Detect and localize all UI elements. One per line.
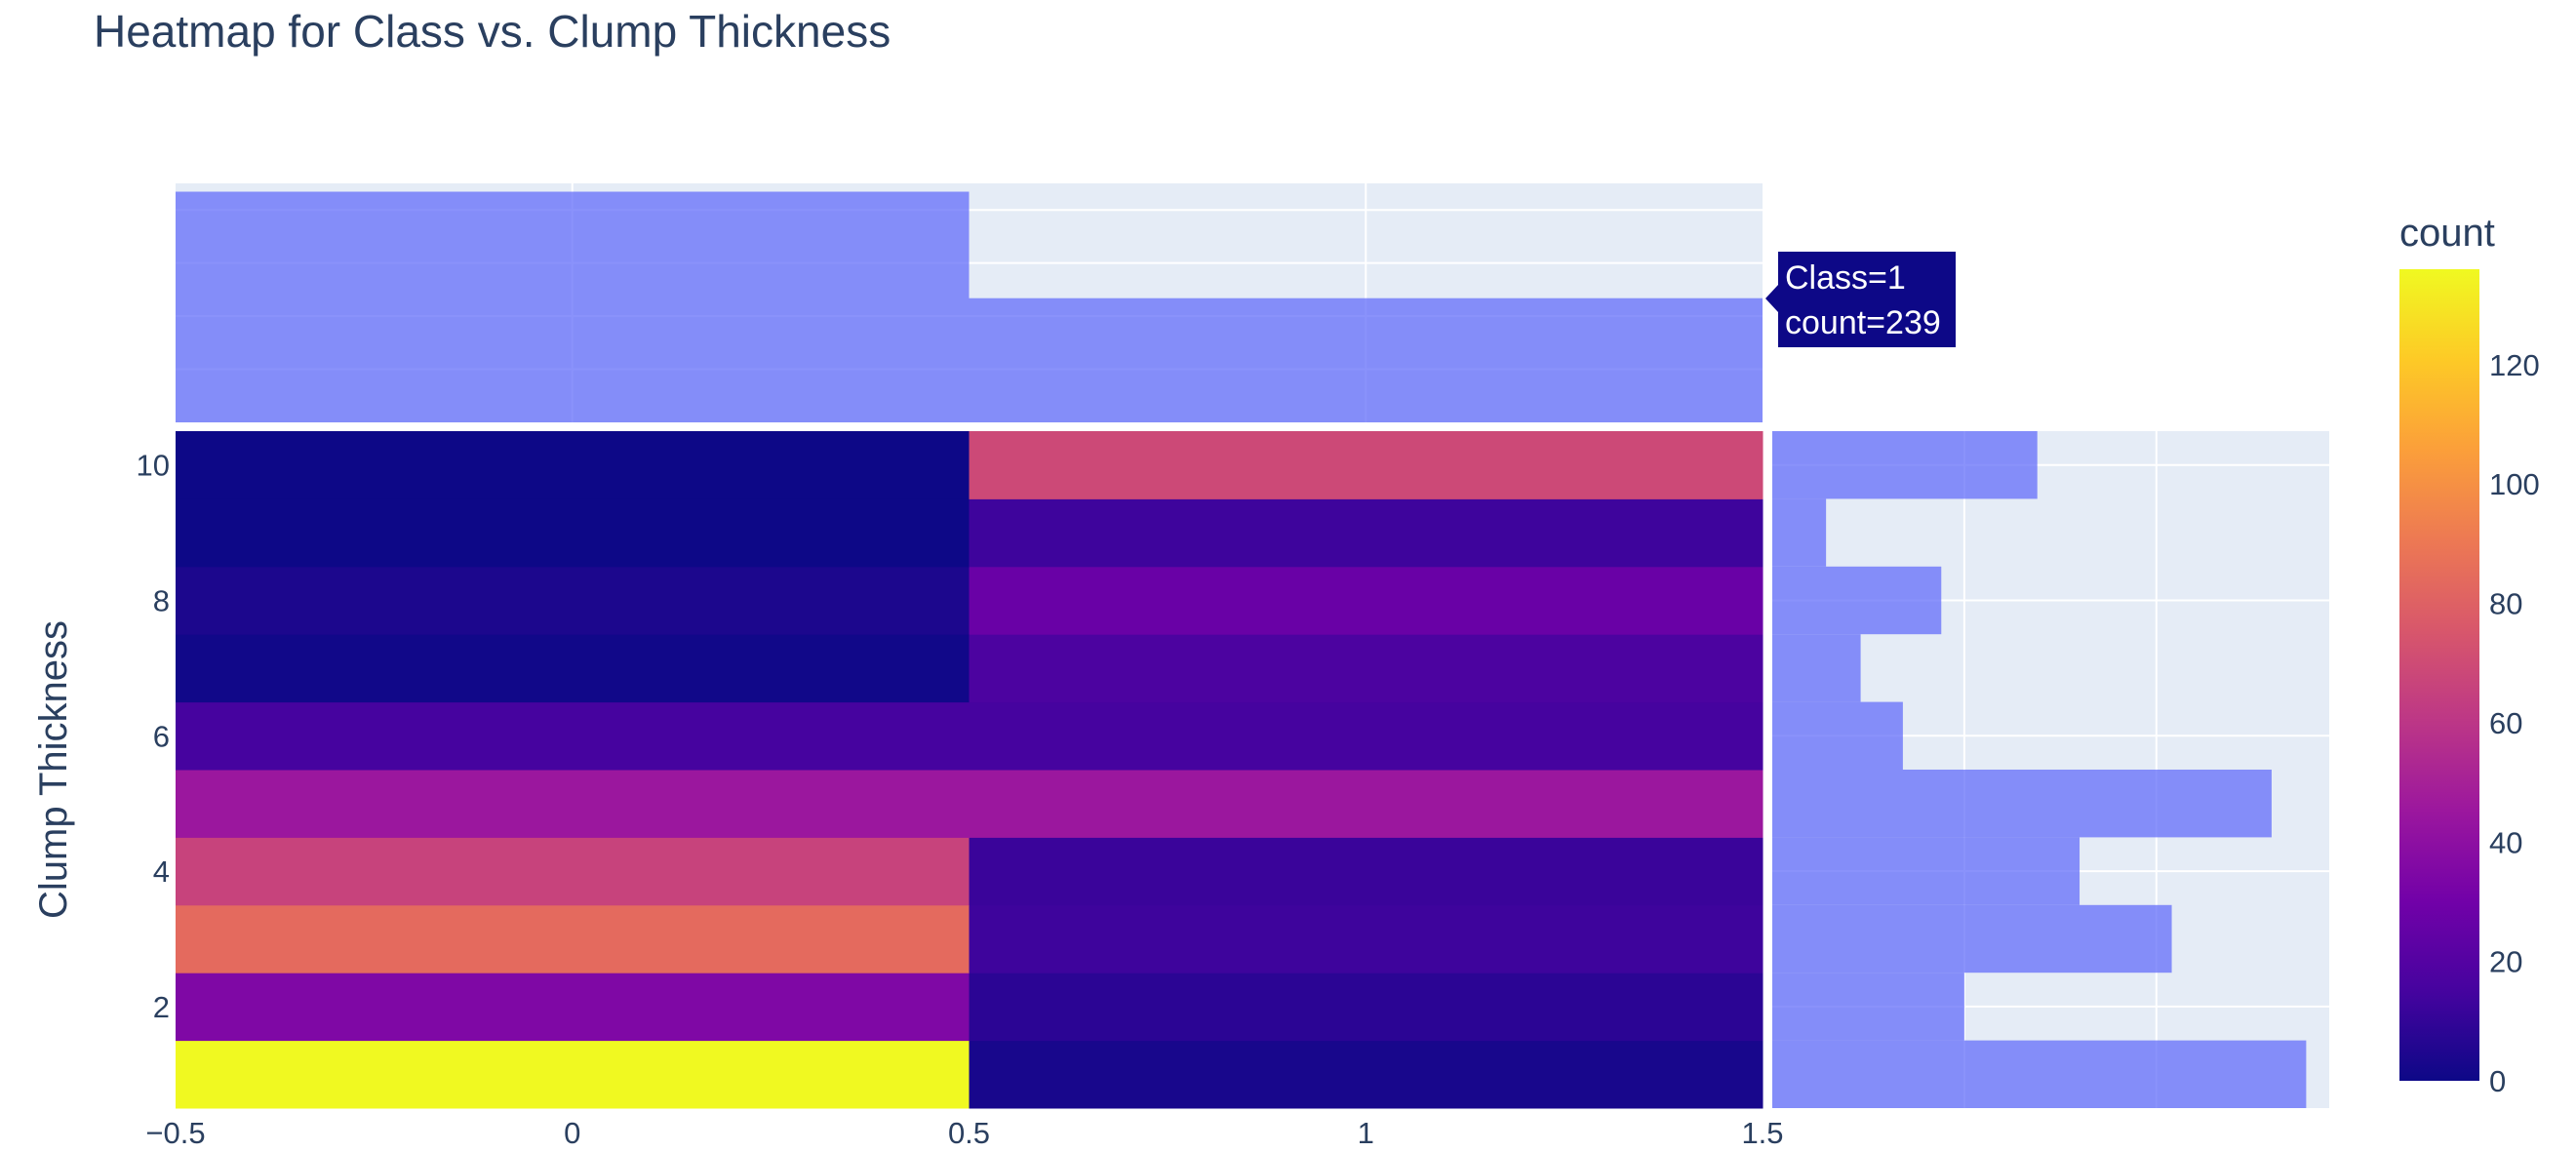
colorbar-tick-label: 120	[2489, 348, 2540, 382]
heatmap-cell[interactable]	[969, 904, 1764, 973]
x-tick-label: −0.5	[145, 1116, 205, 1150]
heatmap-cell[interactable]	[176, 701, 970, 771]
marginal-y-bar[interactable]	[1772, 634, 1861, 702]
heatmap-cell[interactable]	[969, 770, 1764, 838]
heatmap-cell[interactable]	[969, 431, 1764, 499]
tooltip-box	[1765, 252, 1956, 347]
colorbar-tick-label: 0	[2489, 1064, 2506, 1098]
heatmap-cell[interactable]	[969, 566, 1764, 635]
x-axis-ticks: −0.5 0 0.5 1 1.5	[145, 1116, 1783, 1150]
heatmap-plot	[176, 431, 1764, 1109]
marginal-y-bar[interactable]	[1772, 701, 1903, 770]
y-axis-label: Clump Thickness	[32, 620, 75, 919]
marginal-y-bar[interactable]	[1772, 837, 2081, 905]
heatmap-cell[interactable]	[969, 701, 1764, 771]
heatmap-cell[interactable]	[176, 770, 970, 838]
colorbar-title: count	[2399, 212, 2495, 255]
marginal-y-bars	[1772, 431, 2307, 1108]
marginal-y-bar[interactable]	[1772, 498, 1827, 567]
heatmap-cell[interactable]	[969, 973, 1764, 1042]
y-tick-label: 8	[153, 584, 170, 618]
colorbar-tick-label: 80	[2489, 587, 2522, 621]
marginal-x-bars	[176, 191, 1764, 422]
heatmap-cell[interactable]	[969, 634, 1764, 703]
marginal-y-bar[interactable]	[1772, 770, 2272, 838]
heatmap-cell[interactable]	[176, 973, 970, 1042]
heatmap-cell[interactable]	[176, 837, 970, 906]
colorbar-tick-label: 100	[2489, 467, 2540, 501]
marginal-y-bar[interactable]	[1772, 566, 1942, 635]
colorbar-tick-label: 20	[2489, 945, 2522, 979]
colorbar-tick-label: 40	[2489, 825, 2522, 859]
marginal-y-bar[interactable]	[1772, 904, 2172, 973]
x-tick-label: 1	[1358, 1116, 1374, 1150]
x-tick-label: 1.5	[1741, 1116, 1783, 1150]
y-tick-label: 6	[153, 719, 170, 753]
heatmap-cell[interactable]	[176, 566, 970, 635]
heatmap-cell[interactable]	[176, 904, 970, 973]
tooltip-line-2: count=239	[1785, 304, 1941, 341]
heatmap-cells	[176, 431, 1764, 1109]
hover-tooltip: Class=1 count=239	[1765, 252, 1956, 347]
chart-title: Heatmap for Class vs. Clump Thickness	[94, 6, 891, 57]
marginal-x-histogram	[176, 183, 1763, 422]
colorbar-gradient	[2399, 269, 2479, 1081]
colorbar-ticks: 0 20 40 60 80 100 120	[2489, 348, 2540, 1098]
marginal-x-bar[interactable]	[969, 298, 1764, 422]
colorbar-tick-label: 60	[2489, 706, 2522, 740]
x-tick-label: 0.5	[948, 1116, 990, 1150]
y-tick-label: 2	[153, 990, 170, 1024]
heatmap-cell[interactable]	[176, 634, 970, 703]
marginal-x-bar[interactable]	[176, 191, 970, 422]
y-tick-label: 10	[137, 449, 170, 483]
heatmap-cell[interactable]	[969, 1040, 1764, 1109]
heatmap-cell[interactable]	[176, 498, 970, 568]
heatmap-cell[interactable]	[176, 431, 970, 499]
marginal-y-bar[interactable]	[1772, 431, 2038, 499]
heatmap-cell[interactable]	[969, 837, 1764, 906]
colorbar: count 0 20 40 60 80 100 120	[2399, 212, 2540, 1098]
heatmap-cell[interactable]	[176, 1040, 970, 1109]
tooltip-line-1: Class=1	[1785, 259, 1906, 297]
marginal-y-histogram	[1772, 431, 2329, 1108]
heatmap-cell[interactable]	[969, 498, 1764, 568]
marginal-y-bar[interactable]	[1772, 1040, 2307, 1108]
marginal-y-bar[interactable]	[1772, 973, 1964, 1041]
y-axis-ticks: 2 4 6 8 10	[137, 449, 170, 1024]
x-tick-label: 0	[564, 1116, 580, 1150]
y-tick-label: 4	[153, 854, 170, 889]
